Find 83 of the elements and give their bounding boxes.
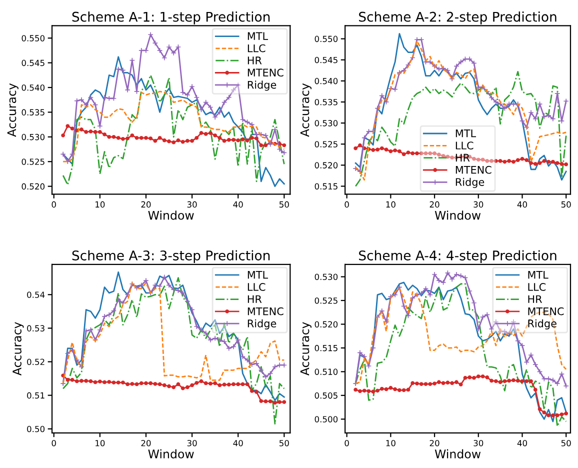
y-axis-title: Accuracy xyxy=(7,83,18,137)
x-tick-label: 30 xyxy=(474,201,484,208)
chart-title: Scheme A-4: 4-step Prediction xyxy=(359,250,556,263)
legend-label: Ridge xyxy=(456,178,484,188)
legend-label: MTL xyxy=(456,130,476,138)
y-tick-label: 0.550 xyxy=(22,35,45,42)
legend-label: LLC xyxy=(248,283,266,291)
chart-title: Scheme A-1: 1-step Prediction xyxy=(72,12,270,24)
y-tick-label: 0.540 xyxy=(314,78,338,84)
legend-label: MTENC xyxy=(528,307,564,316)
x-axis-title: Window xyxy=(148,210,194,220)
y-tick-label: 0.525 xyxy=(314,297,338,304)
x-axis-title: Window xyxy=(434,449,481,458)
y-tick-label: 0.50 xyxy=(27,426,45,432)
x-tick-label: 40 xyxy=(517,201,527,208)
y-axis-title: Accuracy xyxy=(12,322,24,376)
legend-label: LLC xyxy=(248,44,266,52)
legend-label: HR xyxy=(528,295,542,303)
legend-label: MTL xyxy=(248,32,268,40)
y-tick-label: 0.520 xyxy=(314,162,338,168)
x-tick-label: 50 xyxy=(561,440,571,446)
x-tick-label: 50 xyxy=(280,201,289,208)
legend-label: HR xyxy=(248,295,262,303)
x-tick-label: 0 xyxy=(344,440,349,446)
y-tick-label: 0.525 xyxy=(22,158,44,165)
y-tick-label: 0.545 xyxy=(22,60,44,66)
y-tick-label: 0.52 xyxy=(27,358,44,366)
x-tick-label: 40 xyxy=(517,440,527,446)
x-tick-label: 20 xyxy=(430,440,440,446)
legend-label: Ridge xyxy=(528,319,556,330)
y-tick-label: 0.53 xyxy=(27,325,44,332)
legend-label: Ridge xyxy=(248,319,276,330)
y-tick-label: 0.550 xyxy=(314,36,338,42)
legend-label: MTL xyxy=(528,270,548,279)
y-tick-label: 0.530 xyxy=(314,274,338,280)
legend-label: MTENC xyxy=(248,307,284,316)
x-tick-label: 10 xyxy=(96,440,105,446)
x-tick-label: 30 xyxy=(187,201,197,208)
x-tick-label: 10 xyxy=(386,201,396,208)
x-tick-label: 30 xyxy=(187,440,197,446)
x-axis-title: Window xyxy=(434,210,481,220)
x-tick-label: 20 xyxy=(430,201,440,208)
x-tick-label: 30 xyxy=(474,440,484,446)
x-tick-label: 50 xyxy=(561,201,571,208)
y-tick-label: 0.530 xyxy=(314,120,338,126)
y-tick-label: 0.505 xyxy=(314,392,338,399)
y-tick-label: 0.520 xyxy=(22,183,45,190)
y-tick-label: 0.525 xyxy=(314,141,338,148)
y-tick-label: 0.545 xyxy=(314,56,338,64)
x-tick-label: 20 xyxy=(141,440,151,446)
y-tick-label: 0.535 xyxy=(22,109,44,116)
y-tick-label: 0.540 xyxy=(22,84,45,91)
x-tick-label: 10 xyxy=(96,201,105,208)
legend-label: HR xyxy=(456,154,470,162)
x-tick-label: 0 xyxy=(52,440,56,446)
legend-label: HR xyxy=(248,56,262,64)
y-tick-label: 0.520 xyxy=(314,321,338,328)
x-tick-label: 0 xyxy=(52,201,56,208)
y-axis-title: Accuracy xyxy=(300,322,312,376)
y-tick-label: 0.535 xyxy=(314,98,338,106)
x-tick-label: 0 xyxy=(344,201,349,208)
x-tick-label: 40 xyxy=(233,201,243,208)
legend-label: Ridge xyxy=(248,80,276,91)
y-tick-label: 0.51 xyxy=(27,392,44,399)
x-tick-label: 50 xyxy=(280,440,289,446)
y-tick-label: 0.515 xyxy=(314,344,338,352)
legend-label: MTENC xyxy=(248,68,284,77)
y-tick-label: 0.54 xyxy=(27,292,45,298)
legend-label: MTENC xyxy=(456,166,492,174)
x-tick-label: 10 xyxy=(386,440,396,446)
y-axis-title: Accuracy xyxy=(300,83,312,137)
x-tick-label: 40 xyxy=(233,440,243,446)
y-tick-label: 0.500 xyxy=(314,416,338,422)
x-axis-title: Window xyxy=(148,449,194,458)
y-tick-label: 0.510 xyxy=(314,368,338,375)
x-tick-label: 20 xyxy=(141,201,151,208)
y-tick-label: 0.515 xyxy=(314,183,338,190)
legend-label: LLC xyxy=(528,283,546,291)
legend-label: LLC xyxy=(456,142,474,150)
chart-title: Scheme A-2: 2-step Prediction xyxy=(359,12,556,24)
chart-title: Scheme A-3: 3-step Prediction xyxy=(72,250,270,263)
y-tick-label: 0.530 xyxy=(22,134,45,140)
legend-label: MTL xyxy=(248,270,268,279)
